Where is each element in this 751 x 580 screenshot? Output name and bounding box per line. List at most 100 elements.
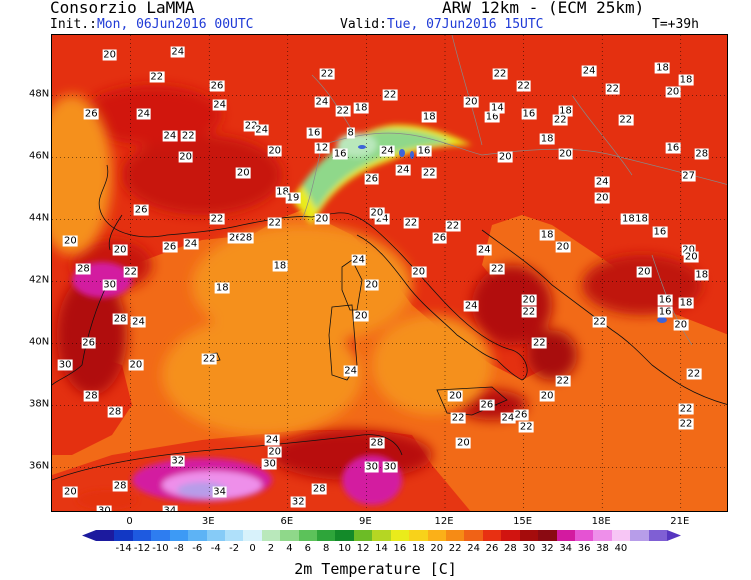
longitude-label: 3E [201, 516, 215, 527]
colorbar-tick-label: 4 [286, 543, 293, 554]
station-value: 30 [97, 505, 112, 511]
station-value: 22 [618, 114, 634, 126]
station-value: 22 [531, 337, 547, 349]
colorbar-cell [409, 530, 428, 541]
station-value: 20 [455, 437, 471, 449]
colorbar-cell [427, 530, 447, 541]
longitude-label: 6E [280, 516, 294, 527]
station-value: 14 [490, 102, 505, 114]
station-value: 16 [665, 142, 681, 154]
station-value: 16 [657, 306, 673, 318]
station-value: 22 [516, 80, 531, 92]
colorbar-cell [482, 530, 502, 541]
colorbar-cell [501, 530, 520, 541]
station-value: 20 [463, 96, 479, 108]
station-value: 24 [264, 434, 280, 446]
station-value: 22 [403, 217, 419, 229]
temperature-field [52, 35, 727, 511]
station-value: 20 [102, 49, 117, 61]
station-value: 26 [228, 232, 243, 244]
station-value: 28 [112, 313, 128, 325]
colorbar-cell [574, 530, 594, 541]
init-value: Mon, 06Jun2016 00UTC [96, 17, 254, 32]
colorbar-cell [390, 530, 410, 541]
station-value: 28 [238, 232, 254, 244]
station-value: 24 [374, 213, 390, 225]
colorbar-tick-label: 38 [596, 543, 609, 554]
station-value: 20 [62, 235, 78, 247]
colorbar-cell [132, 530, 152, 541]
colorbar-title: 2m Temperature [C] [294, 560, 457, 578]
colorbar-tick-label: 22 [448, 543, 462, 554]
colorbar-tick-label: 16 [393, 543, 407, 554]
colorbar-tick-label: -10 [152, 543, 169, 554]
station-value: 34 [212, 486, 228, 498]
latitude-label: 42N [29, 274, 50, 286]
colorbar-tick-label: -2 [229, 543, 240, 554]
forecast-timestep: T=+39h [652, 17, 699, 32]
station-value: 24 [351, 254, 366, 266]
colorbar-tick-label: 28 [504, 543, 517, 554]
station-value: 18 [678, 74, 694, 86]
station-value: 24 [343, 365, 359, 377]
station-value: 16 [657, 294, 673, 306]
colorbar-cell [353, 530, 373, 541]
station-value: 18 [539, 229, 555, 241]
station-value: 16 [521, 108, 537, 120]
station-value: 26 [133, 204, 149, 216]
colorbar-tick-label: 6 [304, 543, 311, 554]
station-value: 26 [479, 399, 495, 411]
station-value: 20 [673, 319, 689, 331]
station-value: 30 [364, 461, 379, 473]
station-value: 22 [552, 114, 568, 126]
colorbar-right-arrow [667, 530, 681, 541]
station-value: 22 [450, 412, 466, 424]
latitude-label: 44N [29, 212, 50, 224]
latitude-label: 36N [29, 460, 50, 472]
station-value: 26 [209, 80, 225, 92]
station-value: 18 [655, 62, 670, 74]
colorbar [96, 530, 668, 541]
latitude-label: 40N [29, 336, 50, 348]
colorbar-cell [538, 530, 557, 541]
station-value: 32 [290, 496, 306, 508]
station-value: 22 [123, 266, 138, 278]
longitude-label: 15E [513, 516, 533, 527]
station-value: 22 [490, 263, 505, 275]
colorbar-tick-label: 18 [411, 543, 425, 554]
station-value: 24 [379, 145, 395, 157]
station-value: 12 [314, 142, 330, 154]
latitude-label: 46N [29, 150, 50, 162]
colorbar-tick-label: 8 [323, 543, 330, 554]
station-value: 19 [285, 192, 301, 204]
colorbar-tick-label: 14 [375, 543, 388, 554]
colorbar-tick-label: 20 [430, 543, 444, 554]
valid-label: Valid: [340, 17, 387, 32]
colorbar-cell [188, 530, 207, 541]
colorbar-cell [593, 530, 612, 541]
colorbar-cell [96, 530, 115, 541]
station-value: 20 [558, 148, 573, 160]
colorbar-cell [206, 530, 225, 541]
colorbar-tick-label: -12 [133, 543, 151, 554]
station-value: 18 [421, 111, 437, 123]
colorbar-cell [464, 530, 483, 541]
station-value: 18 [678, 297, 694, 309]
colorbar-left-arrow [82, 530, 96, 541]
station-value: 24 [162, 130, 178, 142]
station-value: 30 [262, 458, 277, 470]
station-value: 20 [62, 486, 78, 498]
colorbar-tick-label: 26 [485, 543, 499, 554]
station-value: 24 [183, 238, 199, 250]
longitude-label: 0 [126, 516, 133, 527]
station-value: 20 [411, 266, 427, 278]
station-value: 20 [665, 86, 681, 98]
colorbar-cell [261, 530, 281, 541]
latitude-label: 48N [29, 88, 50, 100]
colorbar-cell [335, 530, 354, 541]
station-value: 24 [500, 412, 516, 424]
station-value: 24 [212, 99, 228, 111]
station-value: 18 [214, 282, 230, 294]
colorbar-cell [169, 530, 189, 541]
station-value: 22 [382, 89, 398, 101]
